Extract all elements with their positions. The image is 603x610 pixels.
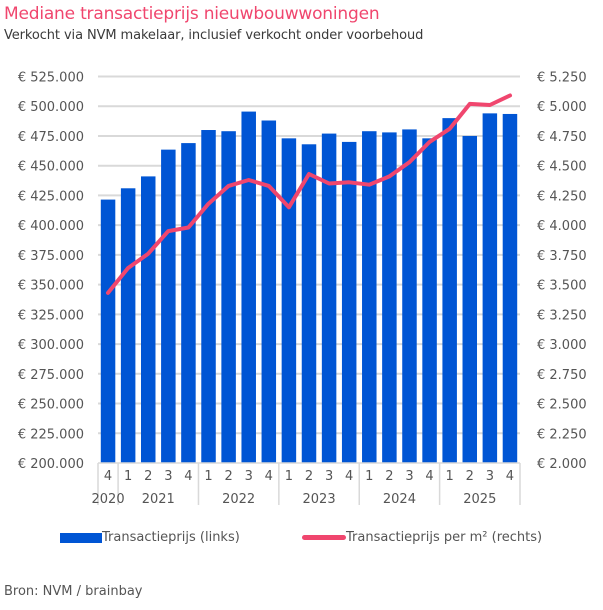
x-tick-year: 2021 bbox=[142, 492, 175, 507]
x-tick-quarter: 2 bbox=[305, 469, 313, 484]
bar bbox=[281, 138, 297, 463]
x-tick-quarter: 2 bbox=[385, 469, 393, 484]
right-axis-tick: € 4.250 bbox=[537, 189, 587, 204]
x-tick-quarter: 4 bbox=[184, 469, 192, 484]
x-tick-quarter: 3 bbox=[405, 469, 413, 484]
x-tick-quarter: 2 bbox=[466, 469, 474, 484]
bar bbox=[181, 143, 196, 463]
bar bbox=[321, 133, 337, 464]
bars bbox=[100, 111, 518, 464]
bar bbox=[201, 130, 216, 463]
right-axis-labels: € 5.250 € 5.000 € 4.750 € 4.500 € 4.250 € 4.0… bbox=[537, 71, 587, 473]
right-axis-tick: € 3.000 bbox=[537, 338, 587, 353]
right-axis-tick: € 2.750 bbox=[537, 368, 587, 383]
chart-subtitle: Verkocht via NVM makelaar, inclusief ver… bbox=[4, 28, 424, 43]
x-tick-quarter: 2 bbox=[144, 469, 152, 484]
bar bbox=[221, 131, 236, 463]
bar bbox=[482, 113, 498, 464]
right-axis-tick: € 3.750 bbox=[537, 249, 587, 264]
bar bbox=[382, 132, 397, 463]
chart-area: € 525.000 € 500.000 € 475.000 € 450.000 € 42… bbox=[18, 71, 587, 508]
legend-bar-swatch-icon bbox=[60, 532, 102, 543]
bar bbox=[462, 135, 478, 463]
x-tick-quarter: 1 bbox=[285, 469, 293, 484]
bar bbox=[301, 144, 317, 464]
left-axis-tick: € 525.000 bbox=[18, 71, 84, 86]
x-tick-quarter: 2 bbox=[224, 469, 232, 484]
x-tick-year: 2020 bbox=[92, 492, 125, 507]
bar bbox=[422, 138, 437, 463]
left-axis-tick: € 375.000 bbox=[18, 249, 84, 264]
x-tick-quarter: 4 bbox=[265, 469, 273, 484]
legend: Transactieprijs (links) Transactieprijs … bbox=[0, 530, 603, 552]
bar bbox=[100, 199, 116, 463]
right-axis-tick: € 4.500 bbox=[537, 160, 587, 175]
bar bbox=[402, 129, 417, 463]
left-axis-tick: € 500.000 bbox=[18, 100, 84, 115]
left-axis-tick: € 275.000 bbox=[18, 368, 84, 383]
x-tick-quarter: 3 bbox=[486, 469, 494, 484]
left-axis-tick: € 400.000 bbox=[18, 219, 84, 234]
line-series bbox=[106, 93, 512, 295]
x-tick-year: 2025 bbox=[463, 492, 496, 507]
x-tick-quarter: 3 bbox=[245, 469, 253, 484]
left-axis-labels: € 525.000 € 500.000 € 475.000 € 450.000 € 42… bbox=[18, 71, 84, 473]
right-axis-tick: € 2.500 bbox=[537, 398, 587, 413]
bar bbox=[140, 176, 156, 463]
right-axis-tick: € 5.000 bbox=[537, 100, 587, 115]
x-tick-quarter: 3 bbox=[164, 469, 172, 484]
legend-item-line: Transactieprijs per m² (rechts) bbox=[302, 530, 542, 545]
x-tick-quarter: 1 bbox=[446, 469, 454, 484]
bar bbox=[120, 188, 136, 463]
bar bbox=[161, 149, 176, 463]
legend-item-bar: Transactieprijs (links) bbox=[60, 530, 240, 545]
right-axis-tick: € 4.000 bbox=[537, 219, 587, 234]
x-tick-quarter: 4 bbox=[425, 469, 433, 484]
right-axis-tick: € 2.000 bbox=[537, 457, 587, 472]
x-tick-quarter: 3 bbox=[325, 469, 333, 484]
legend-line-swatch-icon bbox=[302, 535, 346, 540]
bar bbox=[341, 141, 357, 463]
bar bbox=[241, 111, 256, 463]
left-axis-tick: € 425.000 bbox=[18, 189, 84, 204]
bar bbox=[362, 131, 377, 463]
left-axis-tick: € 350.000 bbox=[18, 279, 84, 294]
x-tick-quarter: 4 bbox=[345, 469, 353, 484]
x-tick-quarter: 4 bbox=[506, 469, 514, 484]
x-tick-quarter: 4 bbox=[104, 469, 112, 484]
source-note: Bron: NVM / brainbay bbox=[4, 584, 143, 599]
bar bbox=[442, 118, 457, 463]
left-axis-tick: € 450.000 bbox=[18, 160, 84, 175]
bar bbox=[502, 113, 518, 464]
x-tick-year: 2024 bbox=[383, 492, 416, 507]
legend-label-line: Transactieprijs per m² (rechts) bbox=[346, 530, 543, 545]
x-tick-year: 2023 bbox=[303, 492, 336, 507]
bar bbox=[261, 120, 277, 464]
left-axis-tick: € 325.000 bbox=[18, 308, 84, 323]
left-axis-tick: € 225.000 bbox=[18, 427, 84, 442]
left-axis-tick: € 475.000 bbox=[18, 130, 84, 145]
legend-label-bar: Transactieprijs (links) bbox=[102, 530, 240, 545]
right-axis-tick: € 5.250 bbox=[537, 71, 587, 86]
left-axis-tick: € 200.000 bbox=[18, 457, 84, 472]
right-axis-tick: € 3.250 bbox=[537, 308, 587, 323]
x-tick-quarter: 1 bbox=[204, 469, 212, 484]
chart-title: Mediane transactieprijs nieuwbouwwoninge… bbox=[4, 4, 380, 24]
x-tick-year: 2022 bbox=[222, 492, 255, 507]
x-tick-quarter: 1 bbox=[365, 469, 373, 484]
right-axis-tick: € 3.500 bbox=[537, 279, 587, 294]
left-axis-tick: € 300.000 bbox=[18, 338, 84, 353]
x-tick-quarter: 1 bbox=[124, 469, 132, 484]
right-axis-tick: € 2.250 bbox=[537, 427, 587, 442]
right-axis-tick: € 4.750 bbox=[537, 130, 587, 145]
left-axis-tick: € 250.000 bbox=[18, 398, 84, 413]
